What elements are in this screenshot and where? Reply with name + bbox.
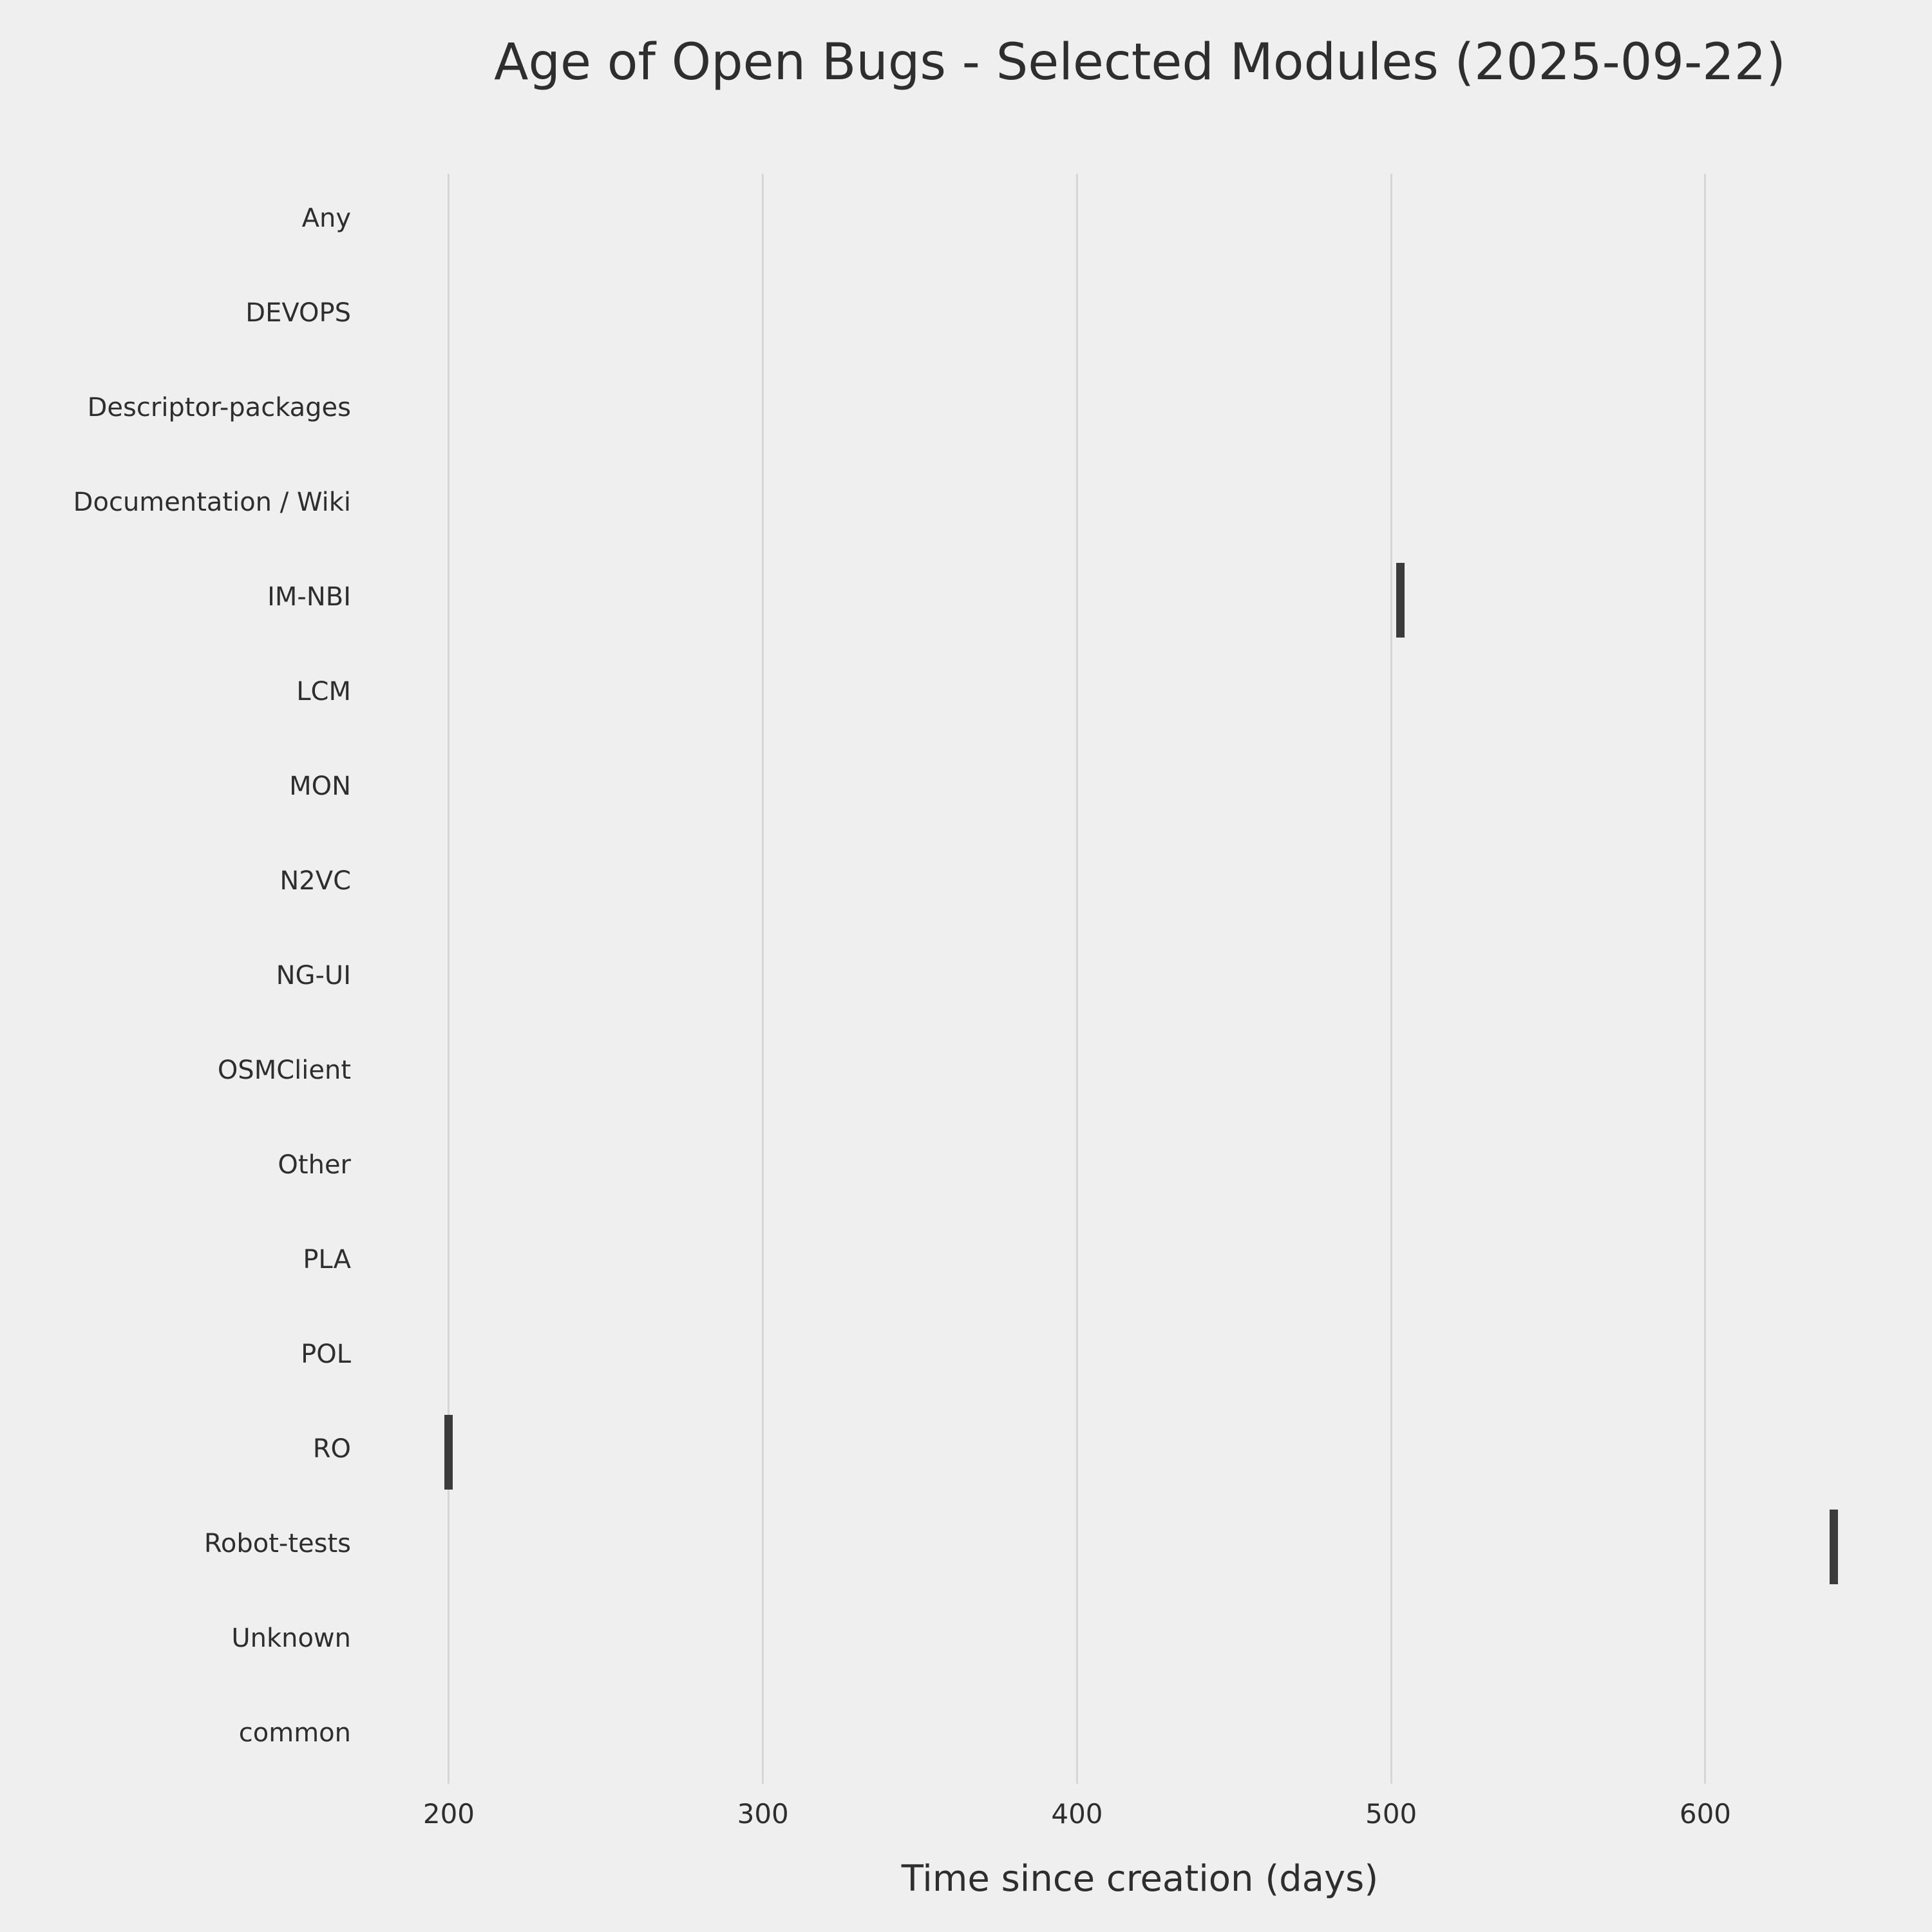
x-tick-label: 200: [422, 1798, 475, 1830]
x-tick-label: 600: [1679, 1798, 1732, 1830]
gridline-x-600: [1704, 174, 1707, 1784]
x-tick-label: 300: [737, 1798, 789, 1830]
category-label: RO: [312, 1434, 351, 1464]
category-label: IM-NBI: [267, 582, 351, 612]
category-label: Documentation / Wiki: [73, 487, 351, 517]
gridline-x-500: [1390, 174, 1392, 1784]
category-label: NG-UI: [276, 961, 351, 990]
box-mark-IM-NBI: [1396, 562, 1405, 638]
box-mark-RO: [444, 1415, 453, 1490]
category-label: Unknown: [231, 1624, 351, 1654]
category-label: PLA: [303, 1245, 351, 1275]
gridline-x-400: [1075, 174, 1078, 1784]
category-label: OSMClient: [217, 1056, 351, 1086]
plot-area: [370, 174, 1909, 1784]
x-axis-title: Time since creation (days): [901, 1858, 1379, 1900]
x-tick-label: 400: [1051, 1798, 1103, 1830]
box-mark-Robot-tests: [1830, 1510, 1839, 1585]
x-tick-label: 500: [1365, 1798, 1417, 1830]
category-label: Any: [301, 203, 351, 233]
gridline-x-200: [448, 174, 450, 1784]
category-label: common: [238, 1718, 351, 1748]
category-label: N2VC: [279, 866, 351, 896]
y-axis-labels: Any DEVOPS Descriptor-packages Documentatio…: [0, 174, 351, 1784]
chart-title: Age of Open Bugs - Selected Modules (202…: [494, 33, 1786, 91]
category-label: MON: [289, 771, 351, 801]
category-label: Descriptor-packages: [87, 392, 351, 422]
category-label: DEVOPS: [245, 298, 351, 328]
x-tick-labels: 200 300 400 500 600: [370, 1798, 1909, 1837]
gridline-x-300: [762, 174, 764, 1784]
category-label: POL: [301, 1340, 351, 1370]
category-label: Other: [278, 1150, 351, 1180]
category-label: Robot-tests: [204, 1529, 351, 1559]
category-label: LCM: [296, 676, 351, 706]
